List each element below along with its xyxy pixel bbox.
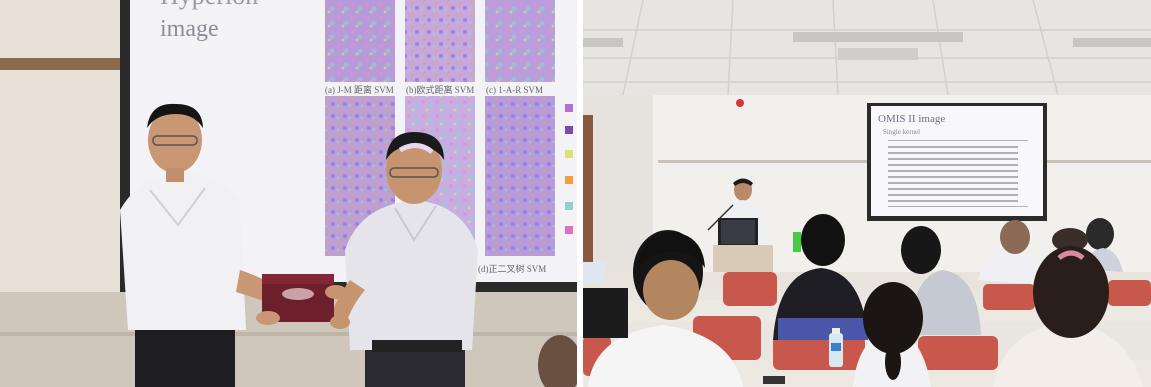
slide-title-text: Hyperion (160, 0, 258, 10)
caption-b: (b)欧式距离 SVM (406, 84, 474, 95)
phone (763, 376, 785, 384)
ceiling-grid (583, 0, 1151, 96)
caption-d: (d)正二叉树 SVM (478, 263, 546, 274)
caption-a: (a) J-M 距离 SVM (325, 84, 394, 95)
water-bottle (829, 328, 843, 367)
legend-swatches (565, 104, 573, 234)
man-right (330, 132, 478, 387)
audience (583, 214, 1143, 387)
award-ceremony-photo: Hyperion image (a) J-M 距离 SVM (b)欧式距离 SV… (0, 0, 577, 387)
screen-title: OMIS II image (878, 113, 945, 125)
screen-table (888, 140, 1028, 207)
hands (256, 285, 350, 329)
presenter (707, 178, 773, 275)
seminar-room-scene: OMIS II image Single kernel (583, 0, 1151, 387)
slide-subtitle-text: image (160, 16, 219, 42)
seminar-room-photo: OMIS II image Single kernel (583, 0, 1151, 387)
projector-screen (871, 106, 1043, 216)
caption-c: (c) 1-A-R SVM (486, 85, 543, 95)
screen-subtitle: Single kernel (883, 128, 920, 136)
award-ceremony-scene: Hyperion image (a) J-M 距离 SVM (b)欧式距离 SV… (0, 0, 577, 387)
gift-box (262, 274, 334, 322)
